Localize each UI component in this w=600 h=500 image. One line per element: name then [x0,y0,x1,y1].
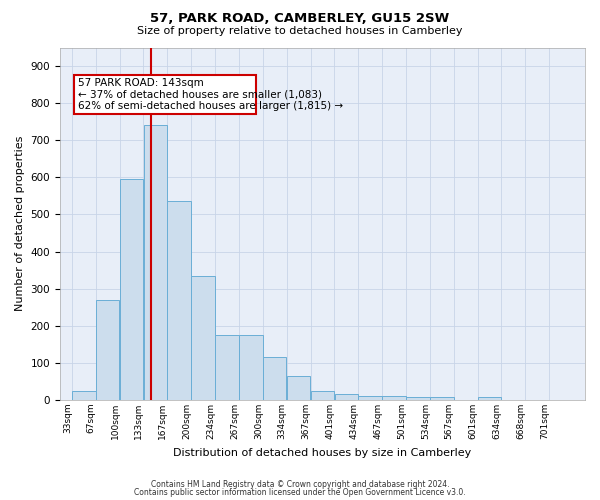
Bar [239,335,263,400]
Text: 57, PARK ROAD, CAMBERLEY, GU15 2SW: 57, PARK ROAD, CAMBERLEY, GU15 2SW [151,12,449,26]
Text: Size of property relative to detached houses in Camberley: Size of property relative to detached ho… [137,26,463,36]
Bar [287,376,310,400]
Bar [358,396,382,400]
Text: 57 PARK ROAD: 143sqm: 57 PARK ROAD: 143sqm [79,78,204,88]
Bar [430,398,454,400]
Bar [167,202,191,400]
Bar [478,398,501,400]
Bar [143,126,167,400]
Text: Contains public sector information licensed under the Open Government Licence v3: Contains public sector information licen… [134,488,466,497]
Text: Contains HM Land Registry data © Crown copyright and database right 2024.: Contains HM Land Registry data © Crown c… [151,480,449,489]
Text: 62% of semi-detached houses are larger (1,815) →: 62% of semi-detached houses are larger (… [79,100,343,110]
Text: ← 37% of detached houses are smaller (1,083): ← 37% of detached houses are smaller (1,… [79,90,322,100]
Bar [406,397,430,400]
Bar [382,396,406,400]
Bar [96,300,119,400]
Bar [335,394,358,400]
Bar [120,179,143,400]
Bar [191,276,215,400]
Bar [215,335,239,400]
Y-axis label: Number of detached properties: Number of detached properties [15,136,25,312]
FancyBboxPatch shape [74,76,256,114]
Bar [311,390,334,400]
X-axis label: Distribution of detached houses by size in Camberley: Distribution of detached houses by size … [173,448,472,458]
Bar [263,358,286,400]
Bar [72,390,95,400]
